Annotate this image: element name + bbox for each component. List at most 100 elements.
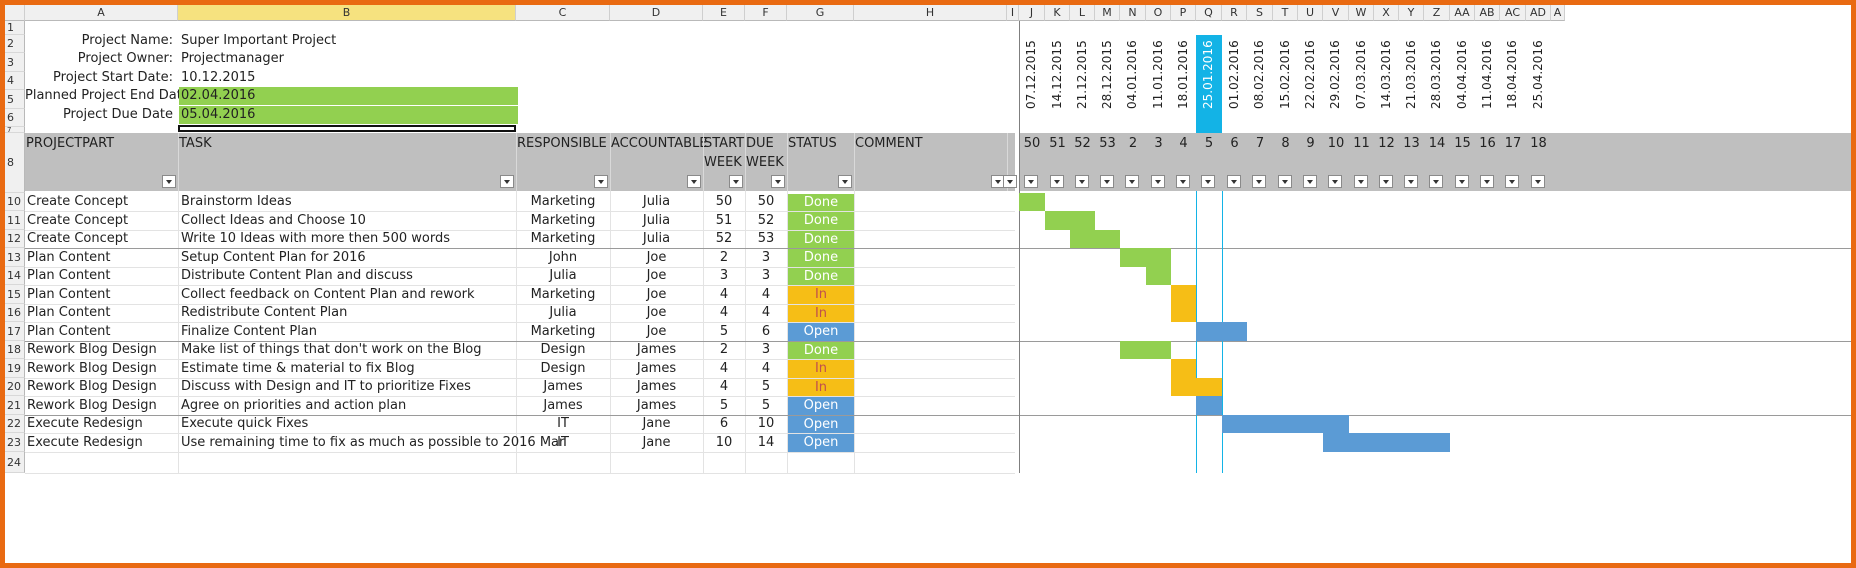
cell-start-week[interactable]: 5 <box>719 397 729 413</box>
column-header-h[interactable]: H <box>854 5 1007 21</box>
cell-task[interactable]: Redistribute Content Plan <box>181 305 348 320</box>
cell-projectpart[interactable]: Plan Content <box>27 249 111 265</box>
cell-accountable[interactable]: Joe <box>646 323 667 339</box>
cell-responsible[interactable]: Marketing <box>530 286 596 302</box>
cell-task[interactable]: Distribute Content Plan and discuss <box>181 268 413 283</box>
filter-dropdown-projectpart[interactable] <box>162 175 176 188</box>
row-header-3[interactable]: 3 <box>5 53 25 72</box>
cell-accountable[interactable]: Julia <box>642 212 671 228</box>
status-badge[interactable]: Done <box>788 268 854 285</box>
status-badge[interactable]: Open <box>788 397 854 415</box>
cell-start-week[interactable]: 6 <box>719 416 729 431</box>
filter-dropdown-responsible[interactable] <box>594 175 608 188</box>
cell-task[interactable]: Agree on priorities and action plan <box>181 397 407 413</box>
status-badge[interactable]: Open <box>788 434 854 452</box>
column-header-x[interactable]: X <box>1374 5 1399 21</box>
column-header-q[interactable]: Q <box>1196 5 1222 21</box>
row-header-7[interactable]: 7 <box>5 127 25 134</box>
column-header-d[interactable]: D <box>610 5 703 21</box>
cell-task[interactable]: Collect Ideas and Choose 10 <box>181 212 366 228</box>
cell-due-week[interactable]: 3 <box>761 249 771 265</box>
column-header-ab[interactable]: AB <box>1475 5 1500 21</box>
cell-task[interactable]: Collect feedback on Content Plan and rew… <box>181 286 475 302</box>
cell-due-week[interactable]: 52 <box>757 212 775 228</box>
cell-projectpart[interactable]: Plan Content <box>27 305 111 320</box>
column-header-j[interactable]: J <box>1019 5 1045 21</box>
cell-accountable[interactable]: James <box>636 342 677 357</box>
cell-task[interactable]: Brainstorm Ideas <box>181 194 292 209</box>
cell-accountable[interactable]: James <box>636 379 677 394</box>
project-info-value[interactable]: 05.04.2016 <box>179 106 518 124</box>
filter-dropdown-accountable[interactable] <box>687 175 701 188</box>
row-header-2[interactable]: 2 <box>5 35 25 53</box>
row-header-14[interactable]: 14 <box>5 267 25 285</box>
status-badge[interactable]: In Progress <box>788 286 854 320</box>
column-header-k[interactable]: K <box>1045 5 1070 21</box>
filter-dropdown-week[interactable] <box>1505 175 1519 188</box>
cell-accountable[interactable]: James <box>636 397 677 413</box>
status-badge[interactable]: In Progress <box>788 305 854 338</box>
cell-responsible[interactable]: Marketing <box>530 323 596 339</box>
cell-projectpart[interactable]: Execute Redesign <box>27 434 143 450</box>
cell-due-week[interactable]: 6 <box>761 323 771 339</box>
cell-responsible[interactable]: Design <box>540 360 586 376</box>
filter-dropdown-week[interactable] <box>1455 175 1469 188</box>
row-header-24[interactable]: 24 <box>5 452 25 473</box>
cell-projectpart[interactable]: Create Concept <box>27 194 129 209</box>
cell-projectpart[interactable]: Create Concept <box>27 231 129 246</box>
status-badge[interactable]: Done <box>788 249 854 267</box>
cell-accountable[interactable]: Joe <box>646 268 667 283</box>
cell-start-week[interactable]: 2 <box>719 342 729 357</box>
column-header-f[interactable]: F <box>745 5 787 21</box>
column-header-e[interactable]: E <box>703 5 745 21</box>
cell-responsible[interactable]: Julia <box>549 305 577 320</box>
cell-accountable[interactable]: Joe <box>646 286 667 302</box>
filter-dropdown-week[interactable] <box>1024 175 1038 188</box>
cell-start-week[interactable]: 10 <box>715 434 733 450</box>
column-header-g[interactable]: G <box>787 5 854 21</box>
cell-task[interactable]: Use remaining time to fix as much as pos… <box>181 434 565 450</box>
cell-due-week[interactable]: 3 <box>761 268 771 283</box>
cell-responsible[interactable]: James <box>543 379 583 394</box>
column-header-b[interactable]: B <box>178 5 516 21</box>
project-info-value[interactable]: 02.04.2016 <box>179 87 518 105</box>
filter-dropdown-week[interactable] <box>1100 175 1114 188</box>
row-header-6[interactable]: 6 <box>5 109 25 127</box>
status-badge[interactable]: Done <box>788 231 854 248</box>
cell-due-week[interactable]: 3 <box>761 342 771 357</box>
cell-start-week[interactable]: 4 <box>719 360 729 376</box>
column-header-i[interactable]: I <box>1007 5 1019 21</box>
column-header-y[interactable]: Y <box>1399 5 1424 21</box>
filter-dropdown-week[interactable] <box>1379 175 1393 188</box>
status-badge[interactable]: Done <box>788 194 854 211</box>
project-info-value[interactable]: Projectmanager <box>181 51 284 66</box>
cell-projectpart[interactable]: Execute Redesign <box>27 416 143 431</box>
selected-cell-b7[interactable] <box>178 125 516 132</box>
cell-projectpart[interactable]: Rework Blog Design <box>27 379 157 394</box>
cell-responsible[interactable]: IT <box>557 434 569 450</box>
status-badge[interactable]: In Progress <box>788 379 854 412</box>
filter-dropdown-week[interactable] <box>1328 175 1342 188</box>
row-header-10[interactable]: 10 <box>5 193 25 211</box>
filter-dropdown-i[interactable] <box>1003 175 1017 188</box>
cell-task[interactable]: Finalize Content Plan <box>181 323 318 339</box>
project-info-value[interactable]: Super Important Project <box>181 33 337 48</box>
column-header-s[interactable]: S <box>1247 5 1273 21</box>
row-header-1[interactable]: 1 <box>5 21 25 35</box>
cell-responsible[interactable]: Julia <box>549 268 577 283</box>
column-header-t[interactable]: T <box>1273 5 1298 21</box>
column-header-o[interactable]: O <box>1146 5 1171 21</box>
cell-due-week[interactable]: 4 <box>761 305 771 320</box>
select-all-corner[interactable] <box>5 5 25 21</box>
row-header-23[interactable]: 23 <box>5 433 25 452</box>
status-badge[interactable]: Done <box>788 342 854 359</box>
cell-responsible[interactable]: John <box>548 249 578 265</box>
filter-dropdown-week[interactable] <box>1354 175 1368 188</box>
cell-accountable[interactable]: Julia <box>642 194 671 209</box>
cell-projectpart[interactable]: Rework Blog Design <box>27 342 157 357</box>
filter-dropdown-status[interactable] <box>838 175 852 188</box>
column-header-v[interactable]: V <box>1323 5 1349 21</box>
filter-dropdown-week[interactable] <box>1176 175 1190 188</box>
cell-accountable[interactable]: Julia <box>642 231 671 246</box>
